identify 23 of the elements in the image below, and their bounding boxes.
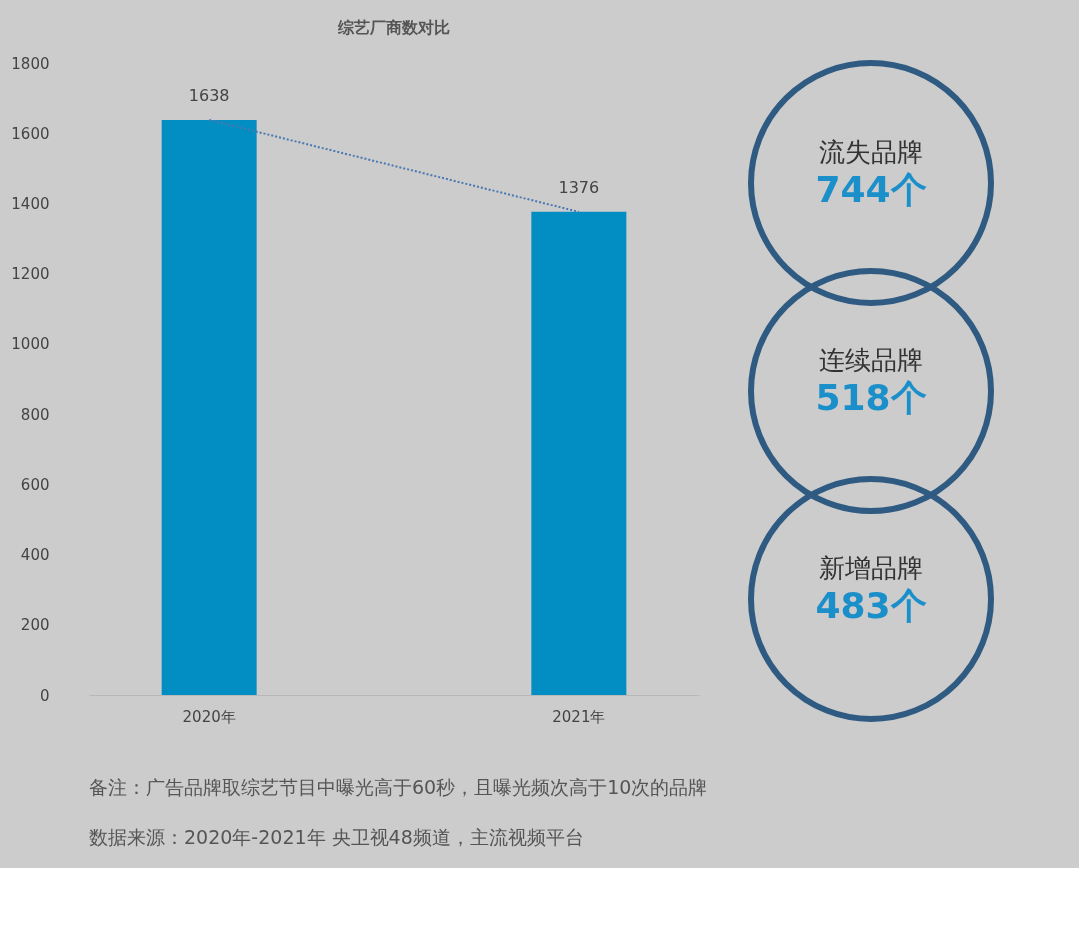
source-note: 数据来源：2020年-2021年 央卫视48频道，主流视频平台 [89,826,584,848]
y-tick-label: 1000 [11,335,50,354]
y-tick-label: 1400 [11,194,50,213]
x-tick-label: 2020年 [182,707,236,726]
data-label: 1638 [188,85,230,105]
y-tick-label: 1800 [11,54,50,73]
x-tick-label: 2021年 [552,707,606,726]
text: 483个 [815,585,927,626]
text: 连续品牌 [819,345,923,375]
y-tick-label: 0 [39,686,50,705]
data-label: 1376 [558,177,600,197]
y-tick-label: 200 [20,616,50,635]
y-tick-label: 600 [20,475,50,494]
text: 744个 [815,169,927,210]
text: 新增品牌 [819,553,923,583]
chart-title: 综艺厂商数对比 [337,18,450,37]
y-tick-label: 1200 [11,265,50,284]
y-tick-label: 400 [20,546,50,565]
text: 备注：广告品牌取综艺节目中曝光高于60秒，且曝光频次高于10次的品牌 [89,776,708,798]
text: 流失品牌 [819,137,923,167]
y-tick-label: 800 [20,405,50,424]
text: 518个 [815,377,927,418]
y-tick-label: 1600 [11,124,50,143]
